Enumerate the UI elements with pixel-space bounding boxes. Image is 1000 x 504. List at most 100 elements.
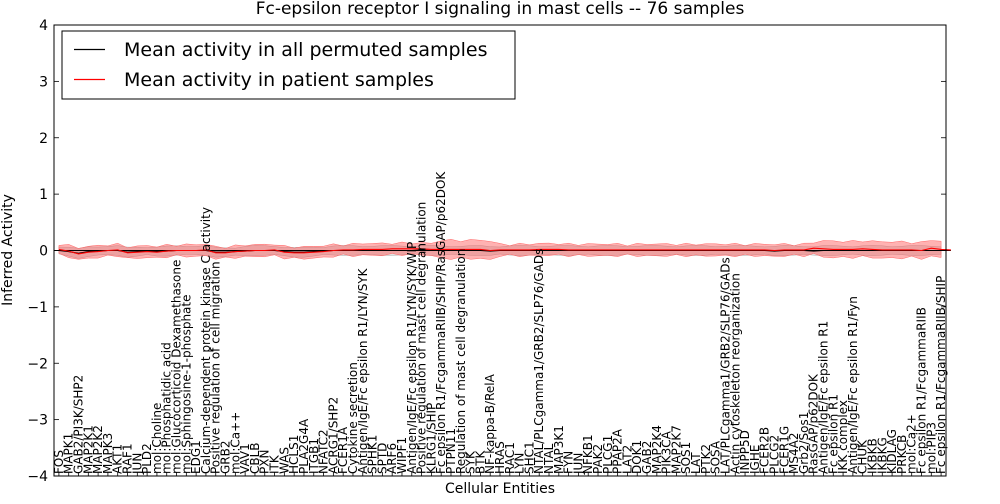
x-tick-label: NFATC2 [317,429,331,474]
x-tick-label: Positive regulation of mast cell degranu… [415,202,429,474]
y-tick-label: −4 [27,469,48,485]
x-tick-label: FYN [562,451,576,474]
x-tick-label: SPHK1 [366,435,380,474]
x-tick-label: AKT1 [111,444,125,474]
x-tick-label: RasGAP/p62DOK [807,373,821,474]
x-tick-label: PLCG2 [768,435,782,474]
x-tick-label: PPAP2A [611,428,625,474]
x-tick-label: JUN [130,453,144,475]
x-tick-label: PLD2 [140,443,154,474]
x-tick-label: CBLB [248,442,262,474]
x-tick-label: PLA2G4A [297,418,311,474]
x-tick-layer [58,472,942,476]
plot-frame [53,24,947,477]
legend-label-patient: Mean activity in patient samples [124,69,434,91]
x-tick-label: BTK [473,449,487,474]
x-tick-label: SOS1 [679,442,693,474]
x-tick-label: Antigen/IgE/Fc epsilon R1/Fyn [846,296,860,474]
x-tick-label: HCLS1 [287,435,301,474]
x-tick-label: MAP3K1 [552,425,566,474]
x-tick-label: KIDLAG [885,429,899,474]
x-tick-label: IKBKG [875,437,889,474]
y-tick-label: 1 [39,187,48,203]
x-tick-label: Antigen/IgE/Fc epsilon R1/LYN/SYK [356,267,370,474]
legend: Mean activity in all permuted samples Me… [61,30,516,100]
x-tick-label: NFKB1 [581,434,595,474]
x-tick-label: ARF6 [385,443,399,474]
x-tick-label: LYN [513,453,527,474]
x-tick-label: PXN [258,450,272,474]
x-tick-label: PRKCB [895,435,909,474]
x-tick-label: INPP5D [738,430,752,474]
x-tick-label: IGHE [748,445,762,474]
x-tick-label: MAP2K1 [81,425,95,474]
x-tick-label: DOK1 [630,440,644,474]
x-tick-label: Grb2/Sos1 [797,412,811,474]
y-axis-label: Inferred Activity [0,194,16,306]
x-tick-label: PLCG1 [601,435,615,474]
x-tick-label: MAP2K4 [650,425,664,474]
x-tick-label: FCER1A [336,426,350,474]
x-tick-label: IKBKB [866,438,880,474]
y-tick-label: 2 [39,131,48,147]
x-tick-label: LAT [689,452,703,474]
x-tick-label: NF-kappa-B/RelA [483,373,497,474]
x-tick-label: Fc epsilon R1/FcgammaRIIB [915,307,929,474]
x-tick-label: mol:Ca++ [228,412,242,474]
x-tick-label: mol:PIP3 [924,422,938,474]
x-tick-label: RAC1 [503,442,517,474]
series-line-patient [58,247,951,255]
x-tick-label: SYK [464,450,478,474]
x-tick-label: SOSA [709,440,723,474]
x-tick-label: MAP2K2 [91,425,105,474]
x-tick-label: Calcium-dependent protein kinase C activ… [199,207,213,474]
x-tick-label: PTPN11 [444,428,458,474]
y-tick-label: −1 [27,300,48,316]
x-tick-label: mol:Choline [150,403,164,474]
x-tick-label: WAS [277,447,291,474]
x-tick-label: EDG1 [189,440,203,474]
x-tick-label: HRAS [493,441,507,474]
x-tick-label: Fc epsilon R1/FcgammaRIIB/SHIP/RasGAP/p6… [434,171,448,474]
x-tick-label: GAB2/PI3K/SHP2 [72,375,86,474]
x-tick-label: mol:Glucocorticoid Dexamethasone [170,260,184,474]
x-tick-label: MAP2K7 [669,425,683,474]
series-layer [58,247,951,255]
x-tick-label: Fc epsilon R1 [826,394,840,474]
legend-box [61,30,516,100]
y-tick-label: 4 [39,18,48,34]
y-tick-label: 0 [39,244,48,260]
x-tick-label: ACRG1/SHP2 [326,397,340,474]
x-tick-label: Actin cytoskeleton reorganization [728,273,742,474]
x-tick-label: GRB2 [219,440,233,474]
x-tick-label: VAV1 [238,443,252,474]
x-tick-label: FOS [52,450,66,474]
x-tick-label: ITK [268,454,282,474]
y-tick-label: 3 [39,74,48,90]
x-tick-label: GAB2 [640,441,654,474]
x-tick-label: IKK complex [836,400,850,474]
x-tick-label: SHC1 [522,441,536,474]
x-tick-label: Antigen/IgE/Fc epsilon R1/LYN/SYK/WIP [405,242,419,474]
x-tick-label: RAF1 [121,443,135,474]
x-tick-label: PAK2 [591,444,605,474]
x-tick-label: SPTD [375,443,389,474]
x-tick-label: MAPK1 [62,433,76,474]
x-tick-label: MS4A2 [787,433,801,474]
x-tick-label: NTAL [542,443,556,474]
x-tick-label: mol:Sphingosine-1-phosphate [179,295,193,475]
x-tick-label: Antigen/IgE/Fc epsilon R1 [817,321,831,474]
x-label-layer: FOSMAPK1GAB2/PI3K/SHP2MAP2K1MAP2K2MAPK3A… [52,171,948,475]
x-tick-label: LAT2 [620,445,634,474]
legend-label-permuted: Mean activity in all permuted samples [124,39,487,61]
x-tick-label: mol:Phosphatidic acid [160,342,174,474]
x-tick-label: JUN [571,453,585,475]
y-tick-label: −3 [27,413,48,429]
x-tick-label: PTK2 [699,444,713,474]
x-tick-label: ITGB1 [307,438,321,474]
x-tick-label: KLRG1/SHIP [424,403,438,474]
x-tick-label: CHUK [856,439,870,474]
x-tick-label: FCER2B [758,427,772,474]
